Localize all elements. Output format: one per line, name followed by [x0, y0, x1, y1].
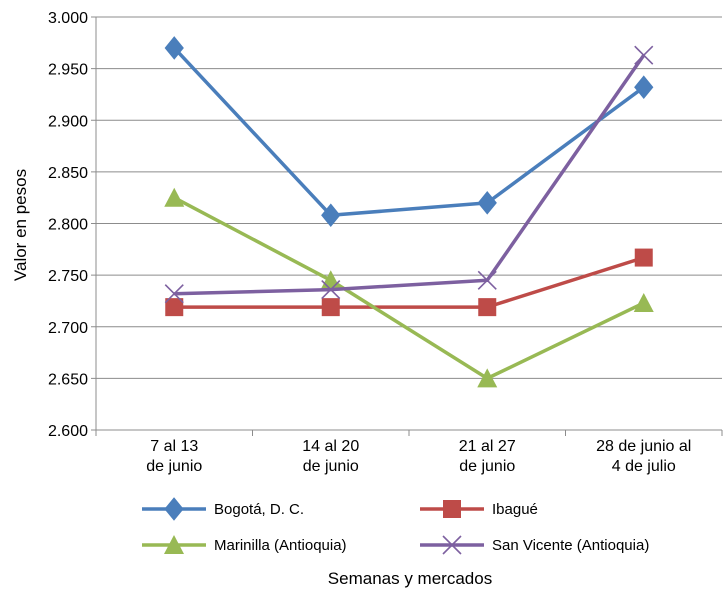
legend-item: Ibagué	[420, 500, 538, 518]
x-tick-label: 21 al 27 de junio	[459, 438, 516, 475]
x-tick-label-line: 4 de julio	[612, 458, 676, 475]
marker-stroke	[442, 535, 462, 555]
x-tick-label: 14 al 20 de junio	[302, 438, 359, 475]
x-tick-label-line: de junio	[146, 458, 202, 475]
y-tick-label: 2.750	[48, 268, 88, 285]
data-point	[634, 75, 654, 99]
data-point	[321, 280, 341, 300]
y-tick-label: 2.700	[48, 320, 88, 337]
axis-layer: 2.600 2.650 2.700 2.750 2.800 2.850 2.900 2.950…	[48, 10, 723, 475]
y-tick-label: 2.900	[48, 113, 88, 130]
x-tick-label-line: de junio	[303, 458, 359, 475]
legend-label: Ibagué	[492, 501, 538, 518]
series-line	[173, 196, 645, 381]
data-point	[321, 298, 340, 317]
legend-item: Bogotá, D. C.	[142, 497, 304, 521]
series-2	[165, 248, 653, 317]
data-point	[164, 284, 184, 304]
marker-stroke	[477, 270, 497, 290]
legend: Bogotá, D. C. Ibagué Marinilla (Antioquia)…	[142, 497, 649, 555]
grid-layer	[96, 16, 722, 431]
data-point	[321, 203, 341, 228]
series-line	[174, 255, 645, 309]
legend-swatch-marker	[164, 497, 184, 521]
y-tick-label: 2.600	[48, 423, 88, 440]
y-tick-label: 2.650	[48, 371, 88, 388]
marker-stroke	[321, 280, 341, 300]
data-point	[165, 298, 184, 317]
x-tick-label: 28 de junio al 4 de julio	[596, 438, 691, 475]
data-point	[477, 368, 498, 388]
legend-item: Marinilla (Antioquia)	[142, 535, 347, 554]
legend-label: San Vicente (Antioquia)	[492, 537, 649, 554]
data-point	[634, 45, 654, 65]
legend-swatch-marker	[164, 535, 184, 554]
series-3	[164, 187, 654, 388]
y-tick-label: 2.800	[48, 217, 88, 234]
series-line	[174, 54, 646, 296]
x-tick-label-line: 21 al 27	[459, 438, 516, 455]
marker-stroke	[634, 45, 654, 65]
y-tick-label: 2.950	[48, 62, 88, 79]
data-point	[477, 270, 497, 290]
y-axis-title: Valor en pesos	[11, 169, 30, 281]
data-point	[478, 298, 497, 317]
legend-item: San Vicente (Antioquia)	[420, 535, 649, 555]
y-tick-label: 2.850	[48, 165, 88, 182]
legend-label: Bogotá, D. C.	[214, 501, 304, 518]
data-point	[164, 187, 185, 207]
x-tick-label-line: de junio	[459, 458, 515, 475]
data-point	[477, 191, 497, 215]
legend-swatch-marker	[442, 535, 462, 555]
marker-stroke	[164, 284, 184, 304]
legend-label: Marinilla (Antioquia)	[214, 537, 347, 554]
x-tick-label: 7 al 13 de junio	[146, 438, 202, 475]
series-4	[164, 45, 654, 304]
data-point	[164, 36, 184, 60]
x-axis-title: Semanas y mercados	[328, 569, 492, 588]
data-point	[633, 293, 654, 313]
data-point	[320, 270, 341, 290]
x-tick-label-line: 28 de junio al	[596, 438, 691, 455]
series-1	[164, 36, 654, 228]
x-tick-label-line: 14 al 20	[302, 438, 359, 455]
series-layer	[164, 36, 654, 388]
y-tick-label: 3.000	[48, 10, 88, 27]
data-point	[634, 248, 653, 267]
series-line	[172, 46, 645, 217]
x-tick-label-line: 7 al 13	[150, 438, 198, 455]
legend-swatch-marker	[443, 500, 461, 518]
